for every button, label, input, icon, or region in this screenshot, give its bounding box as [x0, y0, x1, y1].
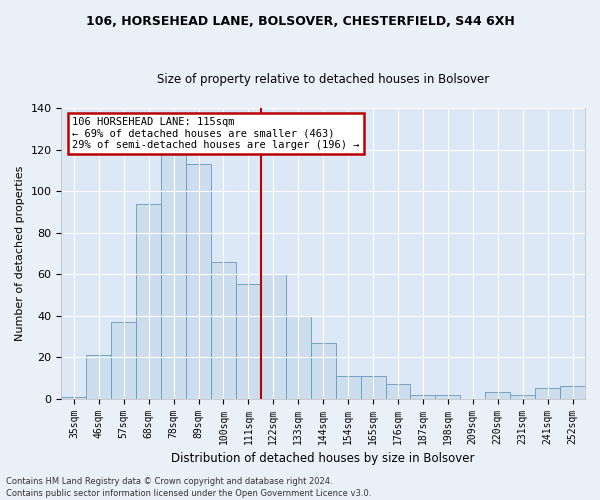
- Bar: [386, 384, 410, 398]
- X-axis label: Distribution of detached houses by size in Bolsover: Distribution of detached houses by size …: [172, 452, 475, 465]
- Bar: [311, 342, 335, 398]
- Bar: [410, 394, 436, 398]
- Title: Size of property relative to detached houses in Bolsover: Size of property relative to detached ho…: [157, 73, 490, 86]
- Y-axis label: Number of detached properties: Number of detached properties: [15, 166, 25, 341]
- Bar: [510, 394, 535, 398]
- Bar: [211, 262, 236, 398]
- Bar: [436, 394, 460, 398]
- Text: Contains HM Land Registry data © Crown copyright and database right 2024.
Contai: Contains HM Land Registry data © Crown c…: [6, 476, 371, 498]
- Bar: [286, 316, 311, 398]
- Bar: [161, 154, 186, 398]
- Bar: [261, 274, 286, 398]
- Bar: [485, 392, 510, 398]
- Bar: [335, 376, 361, 398]
- Bar: [111, 322, 136, 398]
- Text: 106 HORSEHEAD LANE: 115sqm
← 69% of detached houses are smaller (463)
29% of sem: 106 HORSEHEAD LANE: 115sqm ← 69% of deta…: [72, 116, 359, 150]
- Bar: [186, 164, 211, 398]
- Bar: [535, 388, 560, 398]
- Bar: [560, 386, 585, 398]
- Bar: [86, 355, 111, 399]
- Bar: [61, 396, 86, 398]
- Bar: [361, 376, 386, 398]
- Bar: [136, 204, 161, 398]
- Bar: [236, 284, 261, 399]
- Text: 106, HORSEHEAD LANE, BOLSOVER, CHESTERFIELD, S44 6XH: 106, HORSEHEAD LANE, BOLSOVER, CHESTERFI…: [86, 15, 514, 28]
